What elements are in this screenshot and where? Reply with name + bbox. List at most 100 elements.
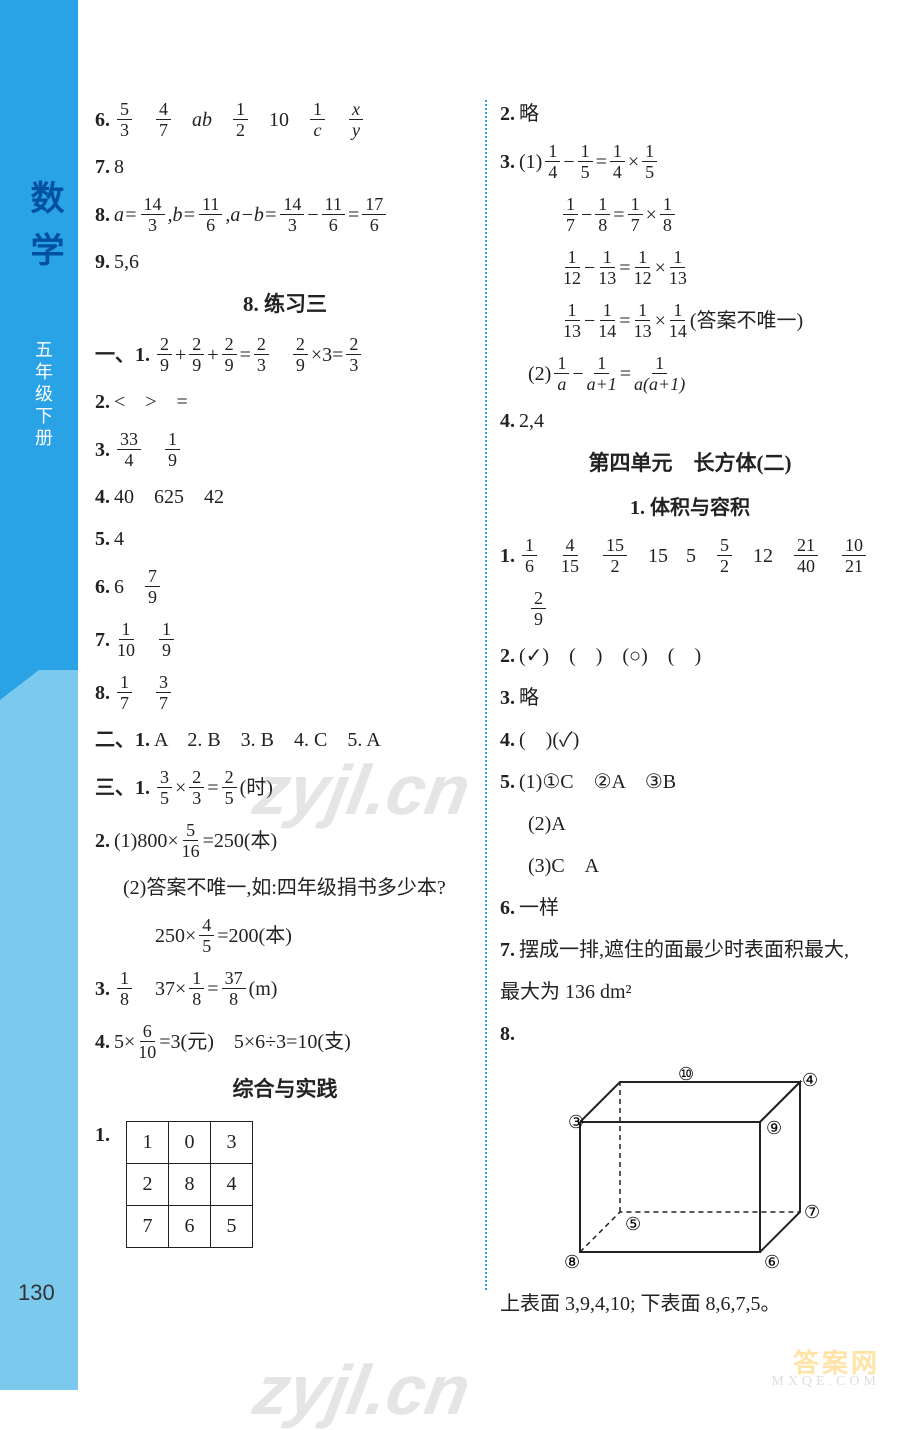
- answer-line: 最大为 136 dm²: [500, 978, 880, 1006]
- answer-line: 二、1.A 2. B 3. B 4. C 5. A: [95, 726, 475, 754]
- answer-line: 112−113=112×113: [560, 248, 880, 287]
- cube-svg: ③ ④ ⑤ ⑥ ⑦ ⑧ ⑨ ⑩: [540, 1062, 840, 1282]
- svg-text:⑧: ⑧: [564, 1252, 580, 1272]
- item-num: 9.: [95, 248, 110, 276]
- item-num: 2.: [500, 100, 515, 128]
- text: ,a−b=: [225, 201, 277, 229]
- answer-line: 上表面 3,9,4,10; 下表面 8,6,7,5。: [500, 1290, 880, 1318]
- item-num: 8.: [95, 679, 110, 707]
- text: ,b=: [168, 201, 197, 229]
- answer-line: 5.4: [95, 525, 475, 553]
- answer-line: 2.< > =: [95, 388, 475, 416]
- item-val: 8: [114, 153, 124, 181]
- item-num: 4.: [500, 726, 515, 754]
- svg-text:⑨: ⑨: [766, 1118, 782, 1138]
- svg-text:③: ③: [568, 1112, 584, 1132]
- text: 最大为 136 dm²: [500, 978, 632, 1006]
- sidebar-diagonal: [0, 640, 78, 700]
- item-num: 8.: [500, 1020, 515, 1048]
- text: 5×: [114, 1028, 135, 1056]
- item-val: (1)①C ②A ③B: [519, 768, 676, 796]
- item-num: 7.: [95, 626, 110, 654]
- section-heading: 8. 练习三: [95, 290, 475, 319]
- answer-line: 3.(1) 14−15=14×15: [500, 142, 880, 181]
- svg-text:⑦: ⑦: [804, 1202, 820, 1222]
- text: (1): [519, 148, 542, 176]
- answer-line: 8.: [500, 1020, 880, 1048]
- answer-line: 9.5,6: [95, 248, 475, 276]
- text: (2): [528, 360, 551, 388]
- answer-line: 7.8: [95, 153, 475, 181]
- item-val: 2,4: [519, 407, 544, 435]
- text: =250(本): [203, 827, 278, 855]
- svg-text:⑤: ⑤: [625, 1214, 641, 1234]
- text: 37×: [135, 975, 186, 1003]
- answer-line: 4.( )(✓): [500, 726, 880, 754]
- item-num: 6.: [95, 106, 110, 134]
- item-num: 2.: [95, 388, 110, 416]
- answer-line: 3. 334 19: [95, 430, 475, 469]
- item-num: 三、1.: [95, 774, 150, 802]
- watermark: zyjl.cn: [248, 1350, 476, 1430]
- left-column: 6. 53 47 ab 12 10 1c xy 7.8 8. a=143 ,b=…: [95, 100, 475, 1262]
- answer-line: 3.18 37×18=378(m): [95, 969, 475, 1008]
- text: (1)800×: [114, 827, 179, 855]
- sidebar-top: [0, 0, 78, 670]
- op: =: [348, 201, 359, 229]
- svg-text:④: ④: [802, 1070, 818, 1090]
- answer-line: 2.(1)800×516=250(本): [95, 821, 475, 860]
- text: a=: [114, 201, 138, 229]
- answer-line: 5.(1)①C ②A ③B: [500, 768, 880, 796]
- item-num: 7.: [95, 153, 110, 181]
- op: −: [307, 201, 318, 229]
- op: =: [207, 975, 218, 1003]
- item-val: ( )(✓): [519, 726, 579, 754]
- text: =200(本): [217, 922, 292, 950]
- item-num: 一、1.: [95, 341, 150, 369]
- answer-line: 6.679: [95, 567, 475, 606]
- answer-line: (2)A: [528, 810, 880, 838]
- answer-line: 29: [528, 589, 880, 628]
- answer-line: 4.5×610=3(元) 5×6÷3=10(支): [95, 1022, 475, 1061]
- item-val: (3)C A: [528, 852, 599, 880]
- text: (m): [249, 975, 278, 1003]
- unit-heading: 第四单元 长方体(二): [500, 449, 880, 478]
- answer-line: (3)C A: [528, 852, 880, 880]
- answer-line: 6. 53 47 ab 12 10 1c xy: [95, 100, 475, 139]
- svg-text:⑩: ⑩: [678, 1064, 694, 1084]
- answer-line: 三、1. 35× 23= 25(时): [95, 768, 475, 807]
- sidebar: 数学 五年级下册 130: [0, 0, 78, 1390]
- answer-line: 2.略: [500, 100, 880, 128]
- column-divider: [485, 100, 487, 1290]
- item-val: 40 625 42: [114, 483, 224, 511]
- answer-line: 6.一样: [500, 894, 880, 922]
- right-column: 2.略 3.(1) 14−15=14×15 17−18=17×18 112−11…: [500, 100, 880, 1332]
- item-num: 4.: [500, 407, 515, 435]
- answer-line: 7.摆成一排,遮住的面最少时表面积最大,: [500, 936, 880, 964]
- item-num: 2.: [95, 827, 110, 855]
- item-num: 8.: [95, 201, 110, 229]
- answer-line: 113−114=113×114(答案不唯一): [560, 301, 880, 340]
- answer-line: 3.略: [500, 684, 880, 712]
- item-num: 6.: [95, 573, 110, 601]
- item-num: 4.: [95, 1028, 110, 1056]
- item-val: (✓) ( ) (○) ( ): [519, 642, 701, 670]
- answer-line: 4.2,4: [500, 407, 880, 435]
- page-content: 6. 53 47 ab 12 10 1c xy 7.8 8. a=143 ,b=…: [95, 100, 885, 1360]
- magic-square: 103 284 765: [126, 1121, 253, 1248]
- text: =3(元) 5×6÷3=10(支): [159, 1028, 350, 1056]
- answer-line: 7.11019: [95, 620, 475, 659]
- answer-line: (2) 1a−1a+1=1a(a+1): [528, 354, 880, 393]
- text: (2)答案不唯一,如:四年级捐书多少本?: [123, 874, 446, 902]
- item-num: 3.: [95, 436, 110, 464]
- answer-line: 8.1737: [95, 673, 475, 712]
- item-val: A 2. B 3. B 4. C 5. A: [154, 726, 381, 754]
- text: (答案不唯一): [690, 307, 803, 335]
- item-num: 1.: [500, 542, 515, 570]
- item-val: 略: [519, 684, 539, 712]
- subject-label: 数学: [20, 180, 69, 284]
- text: 摆成一排,遮住的面最少时表面积最大,: [519, 936, 849, 964]
- item-num: 4.: [95, 483, 110, 511]
- grade-label: 五年级下册: [30, 340, 56, 450]
- answer-line: 8. a=143 ,b=116 ,a−b=143 −116 =176: [95, 195, 475, 234]
